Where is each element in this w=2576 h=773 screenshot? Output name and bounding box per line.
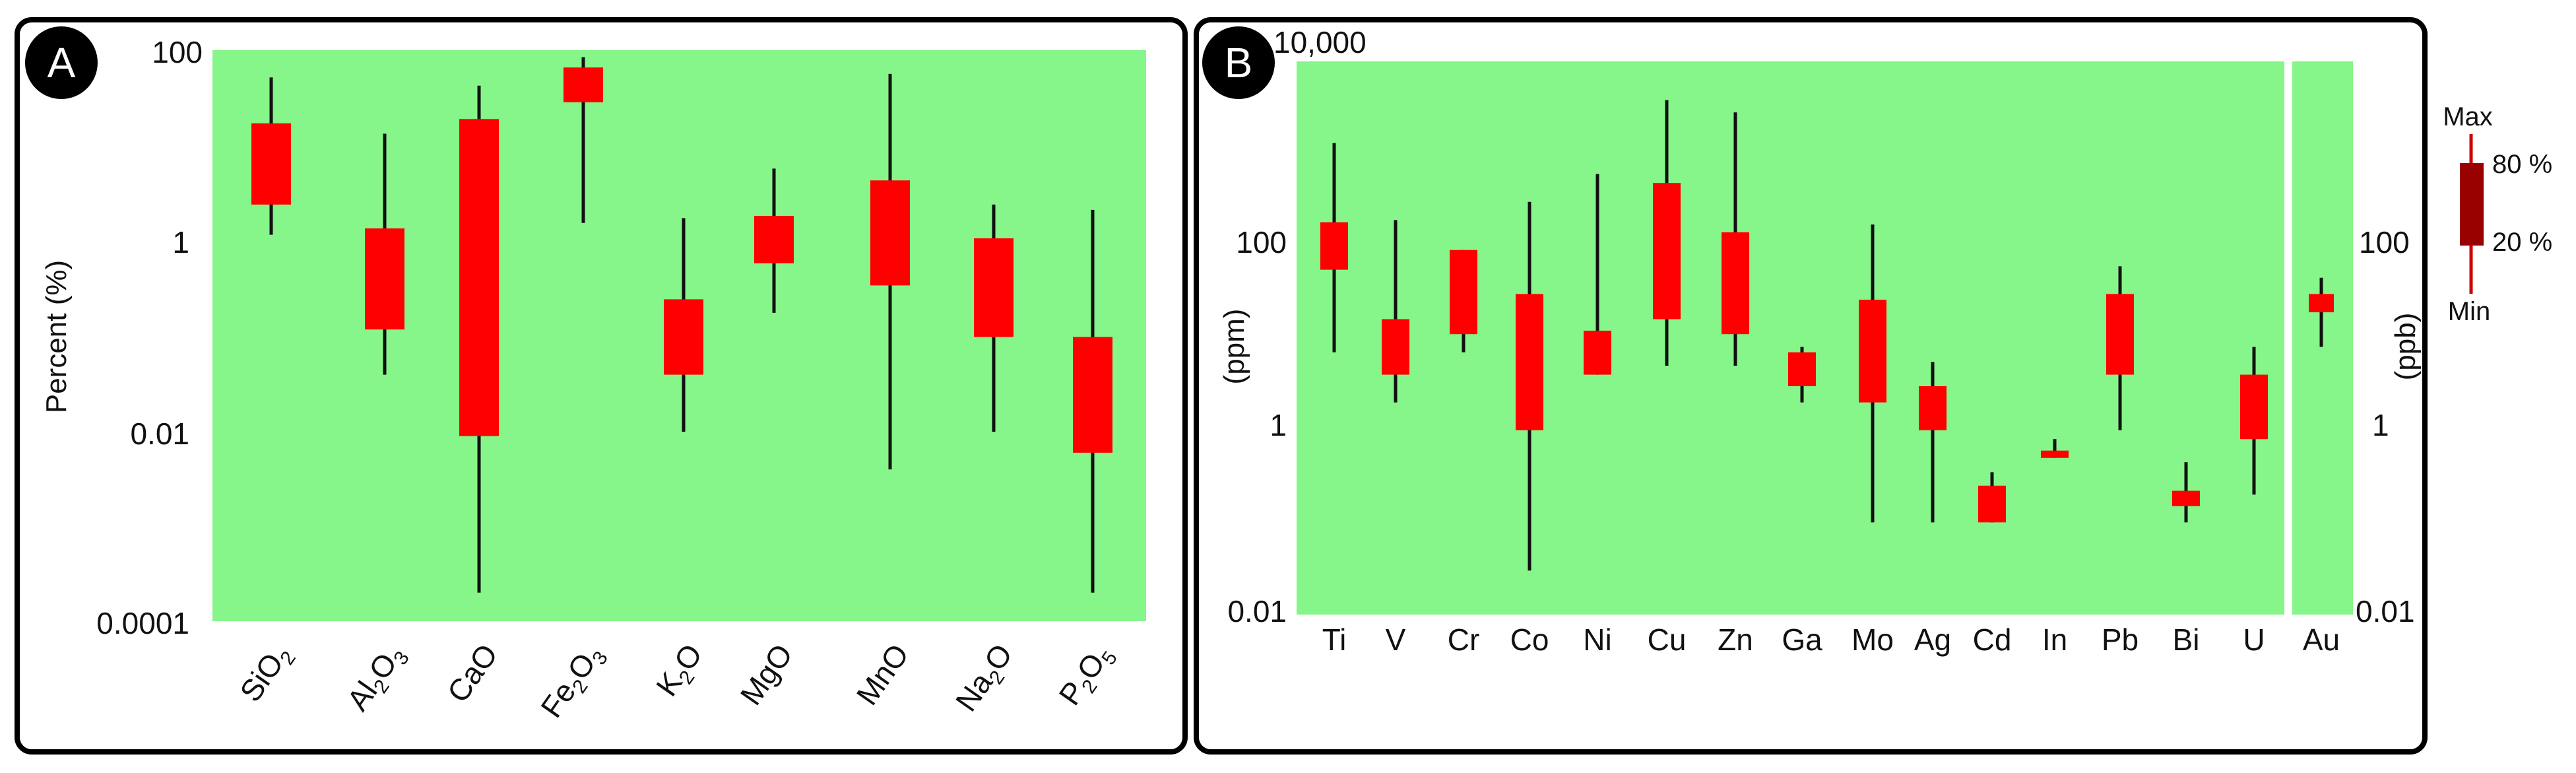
panel-b-box-In: [2041, 450, 2069, 458]
panel-a-box-Al2O3: [365, 228, 404, 330]
panel-b-xlabel-Ag: Ag: [1914, 622, 1951, 657]
panel-b-box-U: [2240, 374, 2268, 440]
panel-b-box-Ag: [1919, 386, 1947, 430]
panel-b-ytick-right-1: 1: [2372, 408, 2389, 442]
panel-b-box-Cd: [1978, 485, 2006, 523]
legend: Max 80 % 20 % Min: [2443, 102, 2552, 326]
panel-a-box-Na2O: [974, 238, 1014, 337]
panel-b-xlabel-Cr: Cr: [1448, 622, 1480, 657]
panel-b-xlabel-Ti: Ti: [1322, 622, 1347, 657]
panel-a-ytick-0.01: 0.01: [130, 417, 189, 451]
legend-box: [2460, 163, 2484, 246]
panel-a-ytick-100: 100: [152, 35, 203, 69]
panel-b-y-axis-label-left: (ppm): [1218, 309, 1250, 385]
panel-a-box-SiO2: [251, 123, 291, 205]
panel-b-ytick-right-100: 100: [2359, 225, 2410, 259]
panel-b-xlabel-Co: Co: [1510, 622, 1549, 657]
panel-b-xlabel-Zn: Zn: [1718, 622, 1753, 657]
panel-a-badge: A: [25, 26, 98, 99]
panel-b-box-V: [1382, 319, 1409, 375]
panel-b-xlabel-Mo: Mo: [1852, 622, 1894, 657]
panel-b-xlabel-U: U: [2243, 622, 2265, 657]
panel-a-box-CaO: [459, 119, 499, 436]
legend-max-label: Max: [2443, 102, 2493, 131]
panel-a-ytick-1: 1: [172, 225, 189, 259]
panel-b-ytick-0.01: 0.01: [1227, 594, 1287, 628]
panel-b-xlabel-Bi: Bi: [2173, 622, 2200, 657]
panel-b-box-Cu: [1653, 183, 1681, 319]
panel-a-letter: A: [48, 39, 76, 86]
panel-b-xlabel-Ga: Ga: [1782, 622, 1822, 657]
panel-b-box-Mo: [1859, 300, 1886, 403]
legend-20-label: 20 %: [2492, 228, 2552, 257]
panel-b-ytick-right-0.01: 0.01: [2356, 594, 2415, 628]
panel-b-box-Pb: [2106, 294, 2134, 375]
panel-b-box-Cr: [1450, 250, 1477, 335]
panel-b-plot-area: [1297, 61, 2284, 615]
panel-b-xlabel-Cu: Cu: [1648, 622, 1687, 657]
panel-b-ytick-1: 1: [1270, 408, 1287, 442]
panel-b-xlabel-Pb: Pb: [2102, 622, 2139, 657]
legend-min-label: Min: [2448, 297, 2490, 326]
panel-a-box-K2O: [664, 299, 703, 375]
panel-b-xlabel-V: V: [1386, 622, 1406, 657]
panel-b-box-Co: [1516, 294, 1543, 430]
legend-80-label: 80 %: [2492, 150, 2552, 179]
panel-b-ytick-100: 100: [1236, 225, 1287, 259]
panel-b-y-axis-label-right: (ppb): [2389, 313, 2422, 381]
panel-b-box-Ga: [1788, 352, 1816, 387]
panel-b-box-Zn: [1722, 232, 1749, 335]
panel-b-badge: B: [1202, 26, 1275, 99]
panel-a-box-MnO: [870, 180, 910, 286]
panel-b-xlabel-In: In: [2042, 622, 2067, 657]
panel-b-x-labels: Ti V Cr Co Ni Cu Zn Ga Mo Ag Cd In Pb Bi U Au: [1322, 622, 2340, 657]
panel-a-box-MgO: [754, 215, 794, 263]
panel-b-ytick-10000: 10,000: [1273, 25, 1367, 59]
panel-a-ytick-0.0001: 0.0001: [96, 606, 189, 640]
panel-b-xlabel-Ni: Ni: [1583, 622, 1611, 657]
panel-a-y-axis-label: Percent (%): [40, 260, 73, 413]
panel-a-box-P2O5: [1073, 337, 1112, 453]
panel-b-xlabel-Au: Au: [2303, 622, 2340, 657]
panel-b-box-Au: [2309, 294, 2334, 313]
panel-a-box-Fe2O3: [564, 67, 603, 103]
panel-b-boxes: [1320, 100, 2334, 571]
panel-b-box-Bi: [2172, 490, 2200, 506]
panel-b-box-Ni: [1584, 330, 1611, 375]
panel-b-xlabel-Cd: Cd: [1973, 622, 2012, 657]
panel-b-box-Ti: [1320, 222, 1348, 270]
panel-a-boxes: [251, 57, 1112, 593]
panel-b-letter: B: [1225, 39, 1253, 86]
